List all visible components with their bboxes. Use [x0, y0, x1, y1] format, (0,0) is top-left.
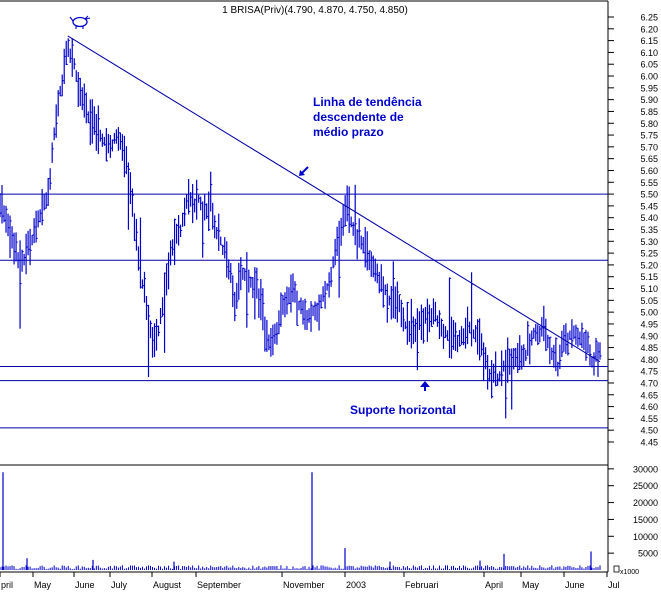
- volume-unit-box: [613, 565, 620, 573]
- price-tick-label: 5.10: [640, 284, 658, 294]
- price-tick-label: 6.10: [640, 48, 658, 58]
- x-tick-label: November: [283, 580, 325, 590]
- annotation-line-3: médio prazo: [313, 125, 384, 139]
- price-tick-label: 6.00: [640, 72, 658, 82]
- x-tick-label: Jul: [608, 580, 620, 590]
- price-tick-label: 4.95: [640, 319, 658, 329]
- price-tick-label: 5.15: [640, 272, 658, 282]
- x-tick-label: 2003: [346, 580, 366, 590]
- price-tick-label: 4.55: [640, 414, 658, 424]
- volume-unit-label: x1000: [620, 569, 639, 576]
- price-tick-label: 5.00: [640, 308, 658, 318]
- price-tick-label: 5.45: [640, 201, 658, 211]
- volume-tick-label: 5000: [638, 549, 658, 559]
- annotation-support: Suporte horizontal: [350, 403, 456, 417]
- price-tick-label: 5.05: [640, 296, 658, 306]
- volume-tick-label: 20000: [633, 498, 658, 508]
- price-tick-label: 4.85: [640, 343, 658, 353]
- price-tick-label: 5.20: [640, 260, 658, 270]
- x-tick-label: May: [34, 580, 52, 590]
- x-tick-label: pril: [1, 580, 13, 590]
- volume-tick-label: 10000: [633, 532, 658, 542]
- price-tick-label: 4.50: [640, 426, 658, 436]
- x-tick-label: Februari: [405, 580, 439, 590]
- price-tick-label: 5.65: [640, 154, 658, 164]
- price-tick-label: 4.65: [640, 390, 658, 400]
- chart-title-text: 1 BRISA(Priv)(4.790, 4.870, 4.750, 4.850…: [222, 5, 408, 16]
- trend-line: [67, 35, 601, 363]
- price-tick-label: 5.85: [640, 107, 658, 117]
- price-tick-label: 5.50: [640, 190, 658, 200]
- price-tick-label: 6.15: [640, 36, 658, 46]
- volume-bars: [0, 472, 601, 570]
- price-tick-label: 5.80: [640, 119, 658, 129]
- volume-tick-label: 25000: [633, 481, 658, 491]
- price-tick-label: 6.05: [640, 60, 658, 70]
- price-tick-label: 4.45: [640, 438, 658, 448]
- price-tick-label: 5.25: [640, 249, 658, 259]
- price-tick-label: 4.70: [640, 378, 658, 388]
- price-tick-label: 6.20: [640, 24, 658, 34]
- price-tick-label: 5.75: [640, 131, 658, 141]
- volume-tick-label: 15000: [633, 515, 658, 525]
- x-axis-labels: pril May June July August September November 20…: [0, 572, 620, 590]
- price-tick-label: 4.90: [640, 331, 658, 341]
- trend-line-path: [67, 35, 601, 363]
- x-tick-label: September: [197, 580, 241, 590]
- x-tick-label: May: [522, 580, 540, 590]
- price-bars: [0, 38, 602, 419]
- price-tick-label: 5.60: [640, 166, 658, 176]
- bull-logo-icon: [69, 15, 91, 29]
- price-tick-label: 4.75: [640, 367, 658, 377]
- support-arrow-icon: [420, 381, 430, 391]
- x-tick-label: July: [111, 580, 128, 590]
- x-tick-label: June: [565, 580, 585, 590]
- trend-arrow-icon: [299, 166, 309, 176]
- price-tick-label: 6.25: [640, 13, 658, 23]
- volume-tick-label: 30000: [633, 464, 658, 474]
- price-axis: 6.256.20 6.15 6.10 6.05 6.005.95 5.90 5.85 5.80…: [608, 13, 658, 448]
- price-tick-label: 4.60: [640, 402, 658, 412]
- price-tick-label: 5.30: [640, 237, 658, 247]
- horizontal-levels: [0, 193, 608, 429]
- price-tick-label: 5.70: [640, 142, 658, 152]
- x-tick-label: April: [485, 580, 503, 590]
- price-tick-label: 5.90: [640, 95, 658, 105]
- volume-axis: 30000 25000 20000 15000 10000 5000 x1000: [608, 464, 658, 576]
- x-tick-label: August: [153, 580, 182, 590]
- price-tick-label: 5.35: [640, 225, 658, 235]
- x-tick-label: June: [75, 580, 95, 590]
- chart-title: 1 BRISA(Priv)(4.790, 4.870, 4.750, 4.850…: [222, 5, 408, 16]
- price-tick-label: 5.55: [640, 178, 658, 188]
- price-tick-label: 5.95: [640, 83, 658, 93]
- annotation-line-1: Linha de tendência: [313, 95, 422, 109]
- price-tick-label: 4.80: [640, 355, 658, 365]
- annotation-line-2: descendente de: [313, 110, 404, 124]
- price-tick-label: 5.40: [640, 213, 658, 223]
- annotation-trend: Linha de tendência descendente de médio …: [313, 95, 422, 139]
